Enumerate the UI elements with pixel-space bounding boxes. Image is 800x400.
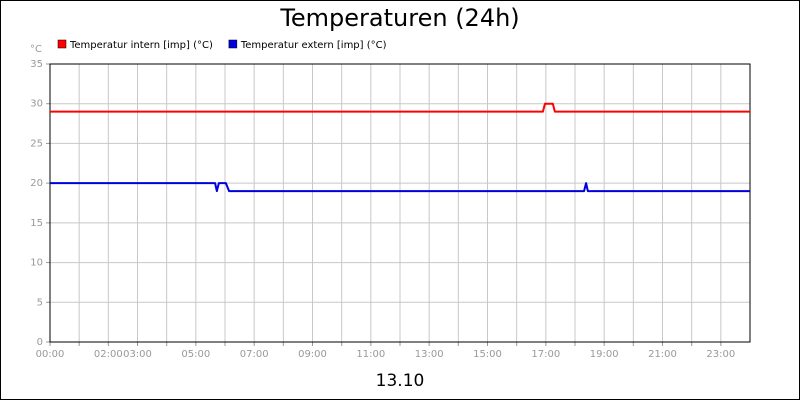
legend-label: Temperatur intern [imp] (°C) [69,40,213,51]
y-tick-label: 30 [30,99,43,110]
series-line [50,102,750,113]
series-line [50,182,750,193]
date-label: 13.10 [376,371,425,391]
x-tick-label: 00:00 [36,349,65,360]
y-tick-label: 5 [37,297,43,308]
x-tick-label: 17:00 [531,349,560,360]
y-tick-label: 25 [30,138,43,149]
y-unit: °C [30,44,42,55]
chart-title: Temperaturen (24h) [279,4,519,32]
x-tick-label: 09:00 [298,349,327,360]
legend-swatch [57,39,67,49]
y-tick-label: 15 [30,218,43,229]
y-tick-label: 20 [30,178,43,189]
x-tick-label: 23:00 [706,349,735,360]
y-tick-label: 35 [30,59,43,70]
x-tick-label: 15:00 [473,349,502,360]
legend-swatch [228,39,238,49]
x-tick-label: 11:00 [356,349,385,360]
x-tick-label: 21:00 [648,349,677,360]
x-tick-label: 07:00 [240,349,269,360]
x-tick-label: 05:00 [181,349,210,360]
x-tick-label: 13:00 [415,349,444,360]
plot-border [49,63,751,343]
y-tick-label: 0 [37,337,43,348]
x-tick-label: 02:00 [94,349,123,360]
legend-label: Temperatur extern [imp] (°C) [240,40,387,51]
x-tick-label: 03:00 [123,349,152,360]
x-tick-label: 19:00 [590,349,619,360]
y-tick-label: 10 [30,258,43,269]
